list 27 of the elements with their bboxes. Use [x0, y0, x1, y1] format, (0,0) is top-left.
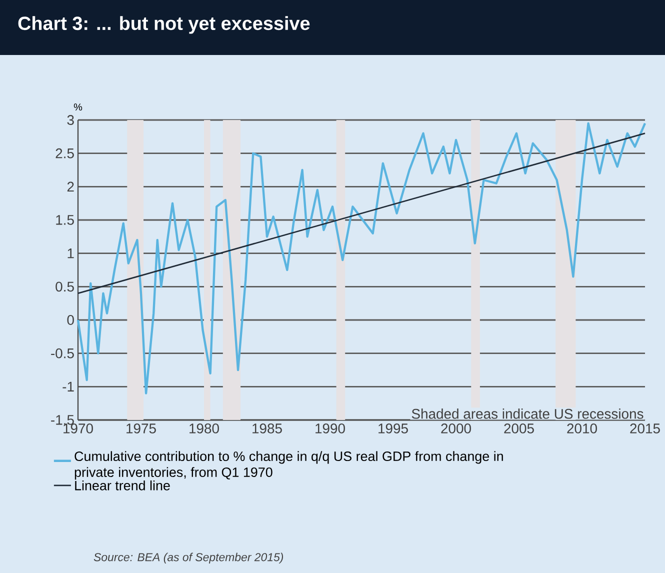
legend-label: Linear trend line	[75, 480, 170, 490]
y-tick-label: 1.5	[56, 215, 74, 225]
x-tick-label: 1970	[64, 424, 93, 434]
x-tick-label: 1985	[252, 424, 282, 434]
annotation: Shaded areas indicate US recessions	[412, 408, 644, 419]
y-tick-label: 2.5	[56, 148, 74, 158]
y-tick-label: -1	[62, 382, 74, 392]
legend-label: Cumulative contribution to % change in q/q US real GDP from change in private inventories, from Q1 1970	[74, 451, 503, 480]
y-tick-label: 1	[68, 248, 74, 258]
y-tick-label: 3	[67, 115, 74, 125]
line-series	[76, 122, 646, 394]
x-tick-label: 2005	[504, 424, 534, 434]
y-tick-label: -1.5	[51, 415, 74, 425]
y-tick-label: 0	[67, 315, 74, 325]
chart-title: Chart 3: ... but not yet excessive	[18, 16, 310, 34]
y-axis-title: %	[74, 104, 82, 111]
x-tick-label: 1990	[316, 424, 345, 434]
y-tick-label: -0.5	[51, 348, 74, 358]
x-tick-label: 2015	[630, 424, 660, 434]
x-tick-label: 1995	[378, 424, 408, 434]
source-note: Source: BEA (as of September 2015)	[94, 552, 284, 564]
x-tick-label: 2000	[441, 424, 471, 434]
y-tick-label: 2	[67, 182, 74, 192]
x-tick-label: 2010	[567, 424, 597, 434]
x-tick-label: 1980	[190, 424, 219, 434]
y-tick-label: 0.5	[56, 282, 74, 292]
x-tick-label: 1975	[126, 424, 156, 434]
